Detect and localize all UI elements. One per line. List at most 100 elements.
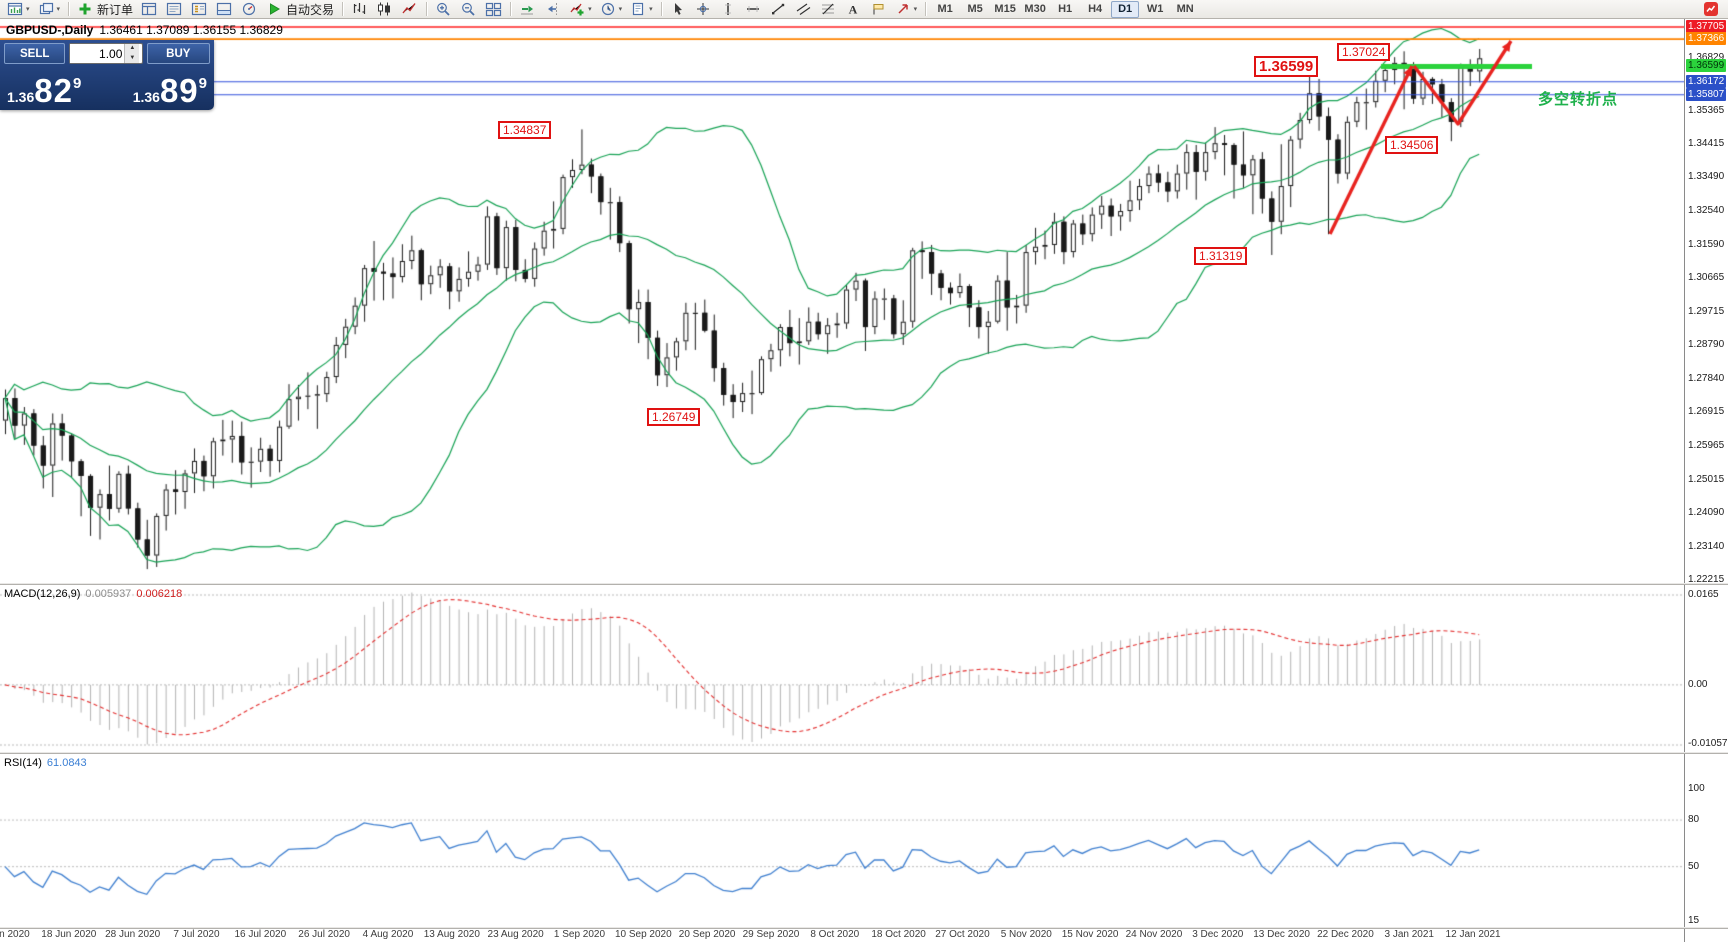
- toolbar-separator: [510, 2, 512, 16]
- templates-button[interactable]: ▾: [627, 0, 656, 19]
- channel-tool-button[interactable]: [792, 0, 815, 19]
- price-axis[interactable]: 1.35365 1.34415 1.33490 1.32540 1.31590 1.306…: [1684, 19, 1728, 942]
- autotrading-button[interactable]: 自动交易: [263, 0, 337, 19]
- fibonacci-tool-button[interactable]: [817, 0, 840, 19]
- price-tick-label: 1.24090: [1688, 507, 1725, 519]
- rsi-value: 61.0843: [46, 757, 87, 769]
- macd-panel-canvas[interactable]: [0, 585, 1684, 752]
- periods-icon: [600, 1, 617, 17]
- tf-w1-button[interactable]: W1: [1146, 2, 1164, 15]
- new-order-button[interactable]: 新订单: [74, 0, 136, 19]
- volume-down-icon[interactable]: ▼: [125, 53, 140, 63]
- terminal-button[interactable]: [213, 0, 236, 19]
- play-green-icon: [266, 1, 283, 17]
- chart-shift-button[interactable]: [541, 0, 564, 19]
- tf-m1-button[interactable]: M1: [937, 2, 953, 15]
- crosshair-tool-button[interactable]: [692, 0, 715, 19]
- macd-main-value: 0.005937: [85, 588, 132, 600]
- sell-price[interactable]: 1.36829: [7, 74, 81, 107]
- price-line-label: 1.35807: [1686, 87, 1727, 101]
- rsi-panel-canvas[interactable]: [0, 754, 1684, 927]
- profiles-icon: [38, 1, 55, 17]
- chart-shift-icon: [544, 1, 561, 17]
- text-tool-button[interactable]: A: [842, 0, 865, 19]
- macd-name: MACD(12,26,9): [4, 588, 81, 600]
- bar-chart-mode-button[interactable]: [348, 0, 371, 19]
- price-annotation[interactable]: 1.31319: [1194, 247, 1248, 265]
- toolbar-separator: [660, 2, 662, 16]
- price-annotation[interactable]: 1.26749: [647, 408, 701, 426]
- ohlc-values: 1.36461 1.37089 1.36155 1.36829: [99, 23, 283, 37]
- buy-price[interactable]: 1.36899: [133, 74, 207, 107]
- date-tick-label: 7 Jul 2020: [173, 929, 220, 940]
- new-chart-button[interactable]: ▾: [4, 0, 33, 19]
- date-tick-label: 16 Jul 2020: [234, 929, 287, 940]
- price-tick-label: 1.31590: [1688, 239, 1725, 251]
- sell-price-prefix: 1.36: [7, 89, 35, 105]
- arrows-tool-button[interactable]: ▾: [892, 0, 921, 19]
- svg-text:A: A: [848, 3, 857, 17]
- data-window-button[interactable]: [163, 0, 186, 19]
- hline-tool-button[interactable]: [742, 0, 765, 19]
- label-tool-button[interactable]: [867, 0, 890, 19]
- tf-h1-button[interactable]: H1: [1058, 2, 1073, 15]
- line-chart-icon: [401, 1, 418, 17]
- auto-scroll-button[interactable]: [516, 0, 539, 19]
- panel-separator[interactable]: [0, 927, 1728, 929]
- quote-prices-row: 1.36829 1.36899: [0, 64, 214, 107]
- indicators-button[interactable]: ▾: [566, 0, 595, 19]
- macd-label: MACD(12,26,9) 0.005937 0.006218: [4, 588, 182, 600]
- price-annotation[interactable]: 1.34837: [498, 121, 552, 139]
- cursor-tool-button[interactable]: [667, 0, 690, 19]
- tile-windows-button[interactable]: [482, 0, 505, 19]
- time-axis[interactable]: 8 Jun 2020 18 Jun 2020 28 Jun 2020 7 Jul 20…: [0, 929, 1684, 942]
- trendline-icon: [770, 1, 787, 17]
- price-annotation[interactable]: 1.37024: [1337, 43, 1391, 61]
- chart-title: GBPUSD-,Daily 1.36461 1.37089 1.36155 1.3…: [6, 23, 283, 37]
- zoom-out-button[interactable]: [457, 0, 480, 19]
- tf-h4-button[interactable]: H4: [1088, 2, 1103, 15]
- strategy-tester-button[interactable]: [238, 0, 261, 19]
- buy-button[interactable]: BUY: [146, 43, 210, 64]
- periods-button[interactable]: ▾: [597, 0, 626, 19]
- market-watch-button[interactable]: [138, 0, 161, 19]
- panel-separator[interactable]: [0, 583, 1728, 585]
- volume-spinner: ▲ ▼: [124, 44, 140, 63]
- tf-m15-button[interactable]: M15: [994, 2, 1016, 15]
- toolbar-separator: [426, 2, 428, 16]
- line-chart-mode-button[interactable]: [398, 0, 421, 19]
- sell-button[interactable]: SELL: [4, 43, 66, 64]
- vline-tool-button[interactable]: [717, 0, 740, 19]
- navigator-button[interactable]: [188, 0, 211, 19]
- price-tick-label: 1.26915: [1688, 406, 1725, 418]
- profiles-button[interactable]: ▾: [35, 0, 64, 19]
- chevron-down-icon: ▾: [649, 6, 653, 13]
- main-chart-canvas[interactable]: [0, 19, 1684, 582]
- zoom-in-button[interactable]: [432, 0, 455, 19]
- price-tick-label: 1.23140: [1688, 540, 1725, 552]
- price-annotation[interactable]: 1.34506: [1385, 136, 1439, 154]
- tf-m5-button[interactable]: M5: [967, 2, 983, 15]
- trendline-tool-button[interactable]: [767, 0, 790, 19]
- indicators-add-icon: [569, 1, 586, 17]
- tf-mn-button[interactable]: MN: [1176, 2, 1194, 15]
- toolbar-separator: [342, 2, 344, 16]
- volume-input[interactable]: [70, 44, 125, 63]
- buy-price-prefix: 1.36: [132, 89, 160, 105]
- panel-separator[interactable]: [0, 752, 1728, 754]
- price-tick-label: 1.30665: [1688, 272, 1725, 284]
- tiles-icon: [485, 1, 502, 17]
- community-button[interactable]: [1700, 0, 1723, 19]
- price-annotation[interactable]: 1.36599: [1254, 56, 1319, 77]
- note-annotation[interactable]: 多空转折点: [1538, 91, 1619, 108]
- tf-d1-button[interactable]: D1: [1111, 0, 1140, 18]
- data-window-icon: [166, 1, 183, 17]
- chart-window-icon: [7, 1, 24, 17]
- candle-chart-mode-button[interactable]: [373, 0, 396, 19]
- tf-m30-button[interactable]: M30: [1024, 2, 1046, 15]
- volume-up-icon[interactable]: ▲: [125, 44, 140, 54]
- price-tick-label: 1.33490: [1688, 171, 1725, 183]
- price-tick-label: 1.25015: [1688, 474, 1725, 486]
- one-click-trading-panel: SELL ▲ ▼ BUY 1.36829 1.36899: [0, 40, 214, 110]
- chevron-down-icon: ▾: [913, 6, 918, 13]
